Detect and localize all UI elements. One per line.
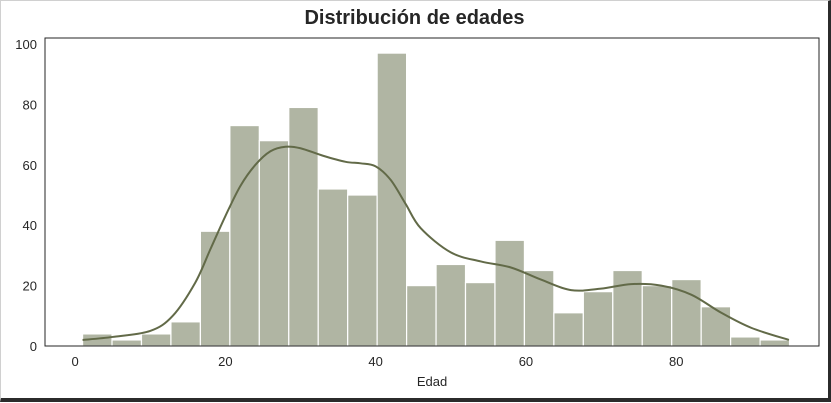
x-tick-label: 60 (519, 354, 533, 369)
histogram-bar (523, 269, 555, 347)
x-axis-label: Edad (417, 374, 447, 389)
axes-frame (44, 37, 820, 347)
y-tick-label: 20 (23, 279, 37, 294)
y-tick-label: 60 (23, 158, 37, 173)
x-tick-label: 40 (368, 354, 382, 369)
histogram-bar (494, 239, 526, 347)
x-tick-label: 0 (71, 354, 78, 369)
y-axis-ticks: 0 20 40 60 80 100 (15, 37, 37, 354)
histogram-bar (111, 339, 143, 347)
chart-title: Distribución de edades (304, 7, 525, 29)
histogram-bar (730, 336, 761, 347)
histogram-bar (170, 321, 202, 347)
histogram-bar (140, 333, 172, 347)
bars-group (81, 52, 791, 347)
histogram-bar (612, 269, 643, 347)
y-tick-label: 0 (30, 339, 37, 354)
histogram-bar (700, 306, 732, 347)
histogram-bar (347, 194, 378, 347)
histogram-bar (641, 285, 673, 347)
y-tick-label: 100 (15, 37, 37, 52)
y-tick-label: 40 (23, 218, 37, 233)
histogram-bar (199, 230, 231, 347)
x-tick-label: 20 (218, 354, 232, 369)
histogram-bar (553, 312, 584, 347)
histogram-bar (435, 263, 467, 347)
histogram-bar (229, 124, 260, 347)
histogram-bar (464, 281, 496, 347)
histogram-bar (406, 285, 437, 347)
histogram-bar (288, 106, 319, 347)
x-axis-ticks: 0 20 40 60 80 (71, 354, 683, 369)
histogram-bar (317, 188, 349, 347)
histogram-bar (582, 291, 614, 347)
histogram-bar (376, 52, 408, 347)
histogram-bar (258, 140, 290, 347)
histogram-bar (759, 339, 791, 347)
kde-line (82, 145, 790, 341)
x-tick-label: 80 (669, 354, 683, 369)
y-tick-label: 80 (23, 97, 37, 112)
